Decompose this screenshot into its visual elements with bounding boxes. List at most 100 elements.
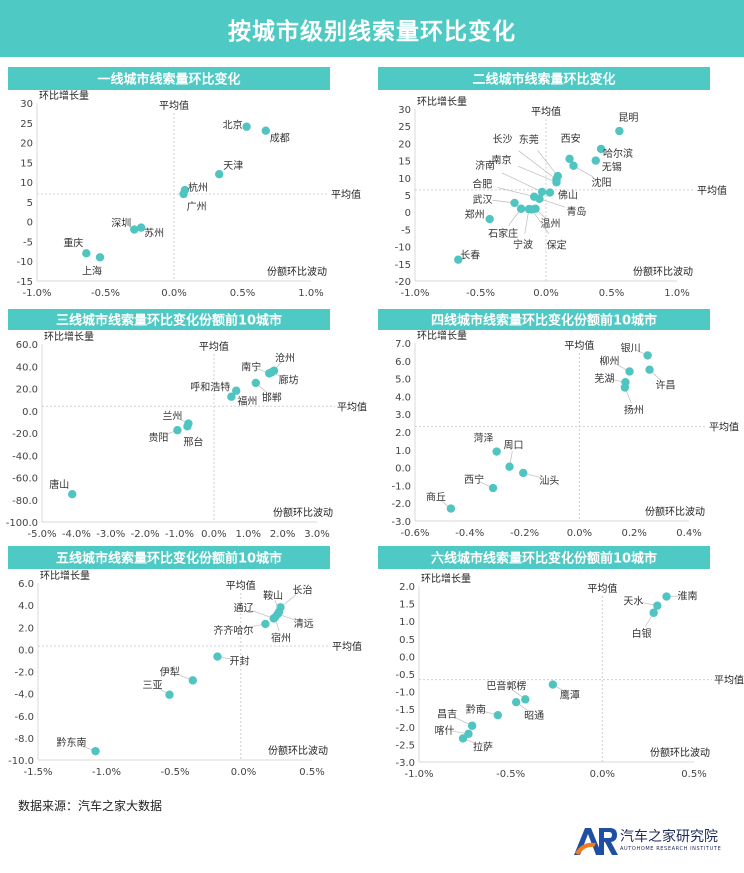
x-axis-label: 份额环比波动 <box>650 746 710 759</box>
y-tick-label: -10.0 <box>8 756 34 767</box>
avg-y-label: 平均值 <box>331 188 361 201</box>
data-point <box>643 351 652 360</box>
y-tick-label: 2.0 <box>18 623 34 634</box>
chart-title-banner <box>8 309 330 330</box>
y-tick-label: -2.0 <box>395 723 415 734</box>
data-point <box>569 161 578 170</box>
x-tick-label: -1.5% <box>23 767 52 778</box>
point-label: 齐齐哈尔 <box>213 624 253 637</box>
data-point <box>464 729 473 739</box>
point-label: 银川 <box>621 341 641 354</box>
x-tick-label: 0.0% <box>533 288 558 299</box>
data-point <box>215 170 224 179</box>
leader-line <box>537 149 559 177</box>
y-tick-label: 0.0 <box>22 407 38 418</box>
data-point <box>467 721 477 730</box>
avg-y-label: 平均值 <box>697 184 727 197</box>
avg-y-label: 平均值 <box>337 400 367 413</box>
x-tick-label: -2.0% <box>131 529 160 540</box>
data-point <box>653 601 662 610</box>
point-label: 昆明 <box>618 112 638 124</box>
point-label: 三亚 <box>143 681 163 692</box>
data-point <box>488 483 498 493</box>
avg-y-label: 平均值 <box>332 640 362 653</box>
y-axis-label: 环比增长量 <box>421 572 471 585</box>
point-label: 长春 <box>460 250 480 262</box>
y-tick-label: 0.0 <box>18 645 34 656</box>
y-tick-label: 7.0 <box>395 339 411 350</box>
avg-x-label: 平均值 <box>587 582 617 595</box>
x-tick-label: 0.4% <box>676 528 701 539</box>
x-tick-label: 1.0% <box>298 288 323 299</box>
data-point <box>645 365 654 374</box>
x-tick-label: 0.5% <box>681 769 706 780</box>
y-tick-label: -1.0 <box>391 481 411 492</box>
point-label: 成都 <box>270 133 290 145</box>
y-tick-label: 6.0 <box>18 579 34 590</box>
logo-text: 汽车之家研究院 <box>620 829 718 845</box>
x-tick-label: 0.0% <box>161 288 186 299</box>
x-tick-label: 1.0% <box>236 529 261 540</box>
x-tick-label: -1.0% <box>400 288 429 299</box>
chart-panel: 六线城市线索量环比变化份额前10城市 2.0 1.5 1.0 0.5 0.0 -0.5 -1.… <box>378 546 744 780</box>
data-point <box>213 652 222 661</box>
data-point <box>535 194 544 203</box>
data-point <box>458 734 468 743</box>
y-tick-label: 2.0 <box>395 428 411 439</box>
x-tick-label: 2.0% <box>270 529 295 540</box>
x-tick-label: -0.5% <box>160 767 189 778</box>
data-point <box>446 504 456 513</box>
y-tick-label: 60.0 <box>16 340 38 351</box>
point-label: 杭州 <box>188 181 208 194</box>
x-tick-label: -0.6% <box>400 528 429 539</box>
ar-logo-icon <box>574 828 618 855</box>
y-tick-label: -5 <box>23 237 33 248</box>
point-label: 石家庄 <box>488 227 518 240</box>
point-label: 长治 <box>292 583 312 596</box>
y-tick-label: 0.0 <box>399 652 415 663</box>
point-label: 喀什 <box>435 724 455 737</box>
chart-title: 四线城市线索量环比变化份额前10城市 <box>431 313 657 329</box>
point-label: 西宁 <box>464 473 484 486</box>
point-label: 佛山 <box>558 189 578 202</box>
autohome-research-logo: 汽车之家研究院 AUTOHOME RESEARCH INSTITUTE <box>572 826 732 858</box>
chart-panel: 二线城市线索量环比变化 30 25 20 15 10 5 0 -5 -10 -15 -20-1.0% -… <box>378 67 727 299</box>
point-label: 上海 <box>82 264 102 277</box>
y-tick-label: 0.0 <box>395 464 411 475</box>
data-point <box>251 378 261 388</box>
avg-x-label: 平均值 <box>564 339 594 352</box>
point-label: 苏州 <box>144 227 164 240</box>
data-point <box>521 695 530 704</box>
data-point <box>565 154 574 164</box>
page-title: 按城市级别线索量环比变化 <box>228 18 516 45</box>
y-tick-label: -3.0 <box>395 758 415 769</box>
chart-title: 二线城市线索量环比变化 <box>472 72 615 88</box>
x-tick-label: -1.0% <box>165 529 194 540</box>
chart-title-banner <box>8 546 330 569</box>
y-tick-label: 30 <box>398 105 411 116</box>
point-label: 拉萨 <box>473 740 493 753</box>
data-point <box>548 680 558 689</box>
point-label: 淮南 <box>678 590 698 603</box>
data-point <box>179 189 188 199</box>
y-tick-label: -80.0 <box>12 496 38 507</box>
point-label: 南宁 <box>241 360 261 373</box>
data-point <box>519 468 528 478</box>
y-tick-label: -20.0 <box>12 429 38 440</box>
data-point <box>242 122 251 131</box>
y-tick-label: 15 <box>20 158 33 169</box>
data-point <box>454 255 463 264</box>
chart-title-banner <box>8 67 330 90</box>
data-point <box>510 198 519 208</box>
chart-title: 一线城市线索量环比变化 <box>97 72 240 88</box>
data-point <box>136 223 146 232</box>
data-point <box>95 253 105 262</box>
y-tick-label: 5 <box>405 191 411 202</box>
y-tick-label: 20 <box>20 139 33 150</box>
avg-y-label: 平均值 <box>714 674 744 687</box>
y-tick-label: -10 <box>17 257 33 268</box>
x-tick-label: -0.2% <box>510 528 539 539</box>
y-tick-label: 5.0 <box>395 375 411 386</box>
leader-line <box>531 209 550 235</box>
y-tick-label: 3.0 <box>395 410 411 421</box>
